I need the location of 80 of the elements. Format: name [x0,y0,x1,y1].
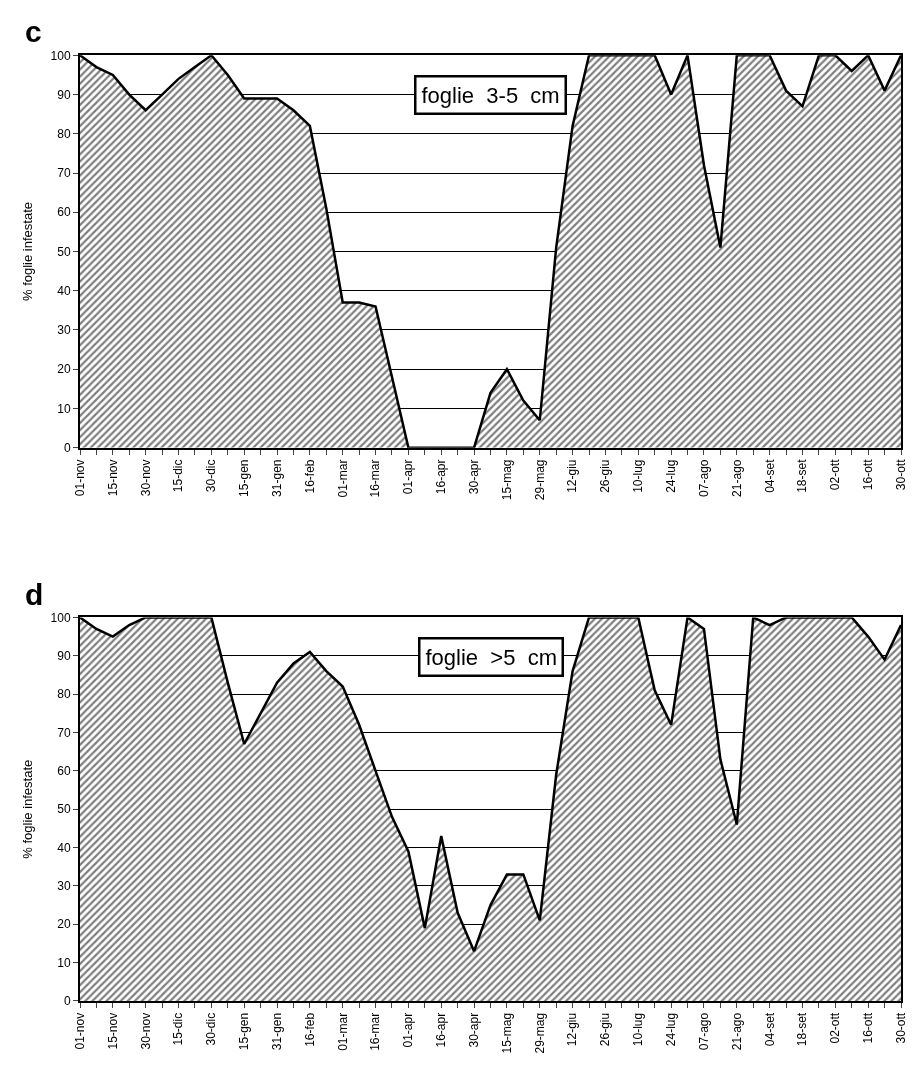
y-tick-label: 60 [57,205,71,220]
y-tick-label: 70 [57,166,71,181]
x-tick-label: 07-ago [696,459,711,497]
x-tick-label: 21-ago [729,1012,744,1051]
x-tick-label: 15-gen [237,1012,252,1051]
y-tick-label: 90 [57,87,71,102]
x-tick-label: 15-dic [171,1012,186,1046]
x-tick-label: 01-apr [401,459,416,495]
x-tick-label: 16-apr [434,1012,449,1048]
x-tick-label: 04-set [762,1012,777,1047]
x-tick-label: 02-ott [828,458,843,491]
x-tick-label: 04-set [762,458,777,493]
x-tick-label: 10-lug [631,1012,646,1047]
y-tick-label: 80 [57,127,71,141]
y-tick-label: 30 [57,323,71,338]
y-tick-label: 40 [57,840,71,855]
x-tick-label: 24-lug [664,459,679,493]
x-tick-label: 18-set [795,458,810,493]
y-tick-label: 100 [50,48,71,63]
chart-title: d [25,578,44,611]
y-tick-label: 20 [57,362,71,377]
x-tick-label: 16-ott [861,1012,876,1044]
x-tick-label: 16-ott [861,458,876,491]
x-tick-label: 30-dic [204,459,219,493]
x-tick-label: 12-giu [565,1012,580,1047]
x-tick-label: 07-ago [696,1012,711,1051]
y-tick-label: 80 [57,687,71,702]
x-tick-label: 01-nov [72,1012,87,1050]
x-tick-label: 16-mar [368,1012,383,1051]
x-tick-label: 16-feb [302,1012,317,1047]
x-tick-label: 01-mar [335,459,350,498]
x-tick-label: 16-feb [302,459,317,494]
x-tick-label: 01-nov [72,459,87,497]
x-tick-label: 12-giu [565,459,580,493]
x-tick-label: 01-mar [335,1012,350,1051]
x-tick-label: 21-ago [729,459,744,497]
y-axis-title: % foglie infestate [20,202,36,302]
y-tick-label: 30 [57,879,71,894]
y-tick-label: 20 [57,917,71,932]
y-tick-label: 70 [57,725,71,740]
y-axis-title: % foglie infestate [20,759,36,859]
x-tick-label: 15-nov [105,1012,120,1050]
x-tick-label: 30-dic [204,1012,219,1046]
y-tick-label: 40 [57,283,71,298]
chart-title: c [25,15,42,48]
x-tick-label: 26-giu [598,459,613,493]
x-tick-label: 01-apr [401,1012,416,1048]
x-tick-label: 15-nov [105,459,120,497]
y-tick-label: 10 [57,401,71,416]
y-tick-label: 100 [50,610,71,625]
x-tick-label: 02-ott [828,1012,843,1044]
y-tick-label: 0 [63,440,71,455]
x-tick-label: 15-mag [499,459,514,501]
x-tick-label: 31-gen [269,459,284,497]
x-tick-label: 30-nov [138,1012,153,1050]
x-tick-label: 26-giu [598,1012,613,1047]
x-tick-label: 24-lug [664,1012,679,1047]
x-tick-label: 15-mag [499,1012,514,1054]
y-tick-label: 60 [57,764,71,779]
x-tick-label: 10-lug [631,459,646,493]
x-tick-label: 30-apr [466,1012,481,1048]
x-tick-label: 30-ott [893,1012,908,1044]
x-tick-label: 30-apr [466,459,481,495]
x-tick-label: 30-nov [138,459,153,497]
y-tick-label: 10 [57,955,71,970]
x-tick-label: 30-ott [893,458,908,491]
x-tick-label: 29-mag [532,1012,547,1054]
x-tick-label: 31-gen [269,1012,284,1051]
x-tick-label: 16-mar [368,459,383,498]
y-tick-label: 50 [57,802,71,817]
x-tick-label: 15-dic [171,459,186,493]
y-tick-label: 0 [63,994,71,1009]
y-tick-label: 50 [57,244,71,259]
y-tick-label: 90 [57,648,71,663]
annotation: foglie 3-5 cm [421,82,560,108]
x-tick-label: 15-gen [237,459,252,497]
annotation: foglie >5 cm [425,644,557,670]
x-tick-label: 16-apr [434,459,449,495]
x-tick-label: 29-mag [532,459,547,501]
x-tick-label: 18-set [795,1012,810,1047]
